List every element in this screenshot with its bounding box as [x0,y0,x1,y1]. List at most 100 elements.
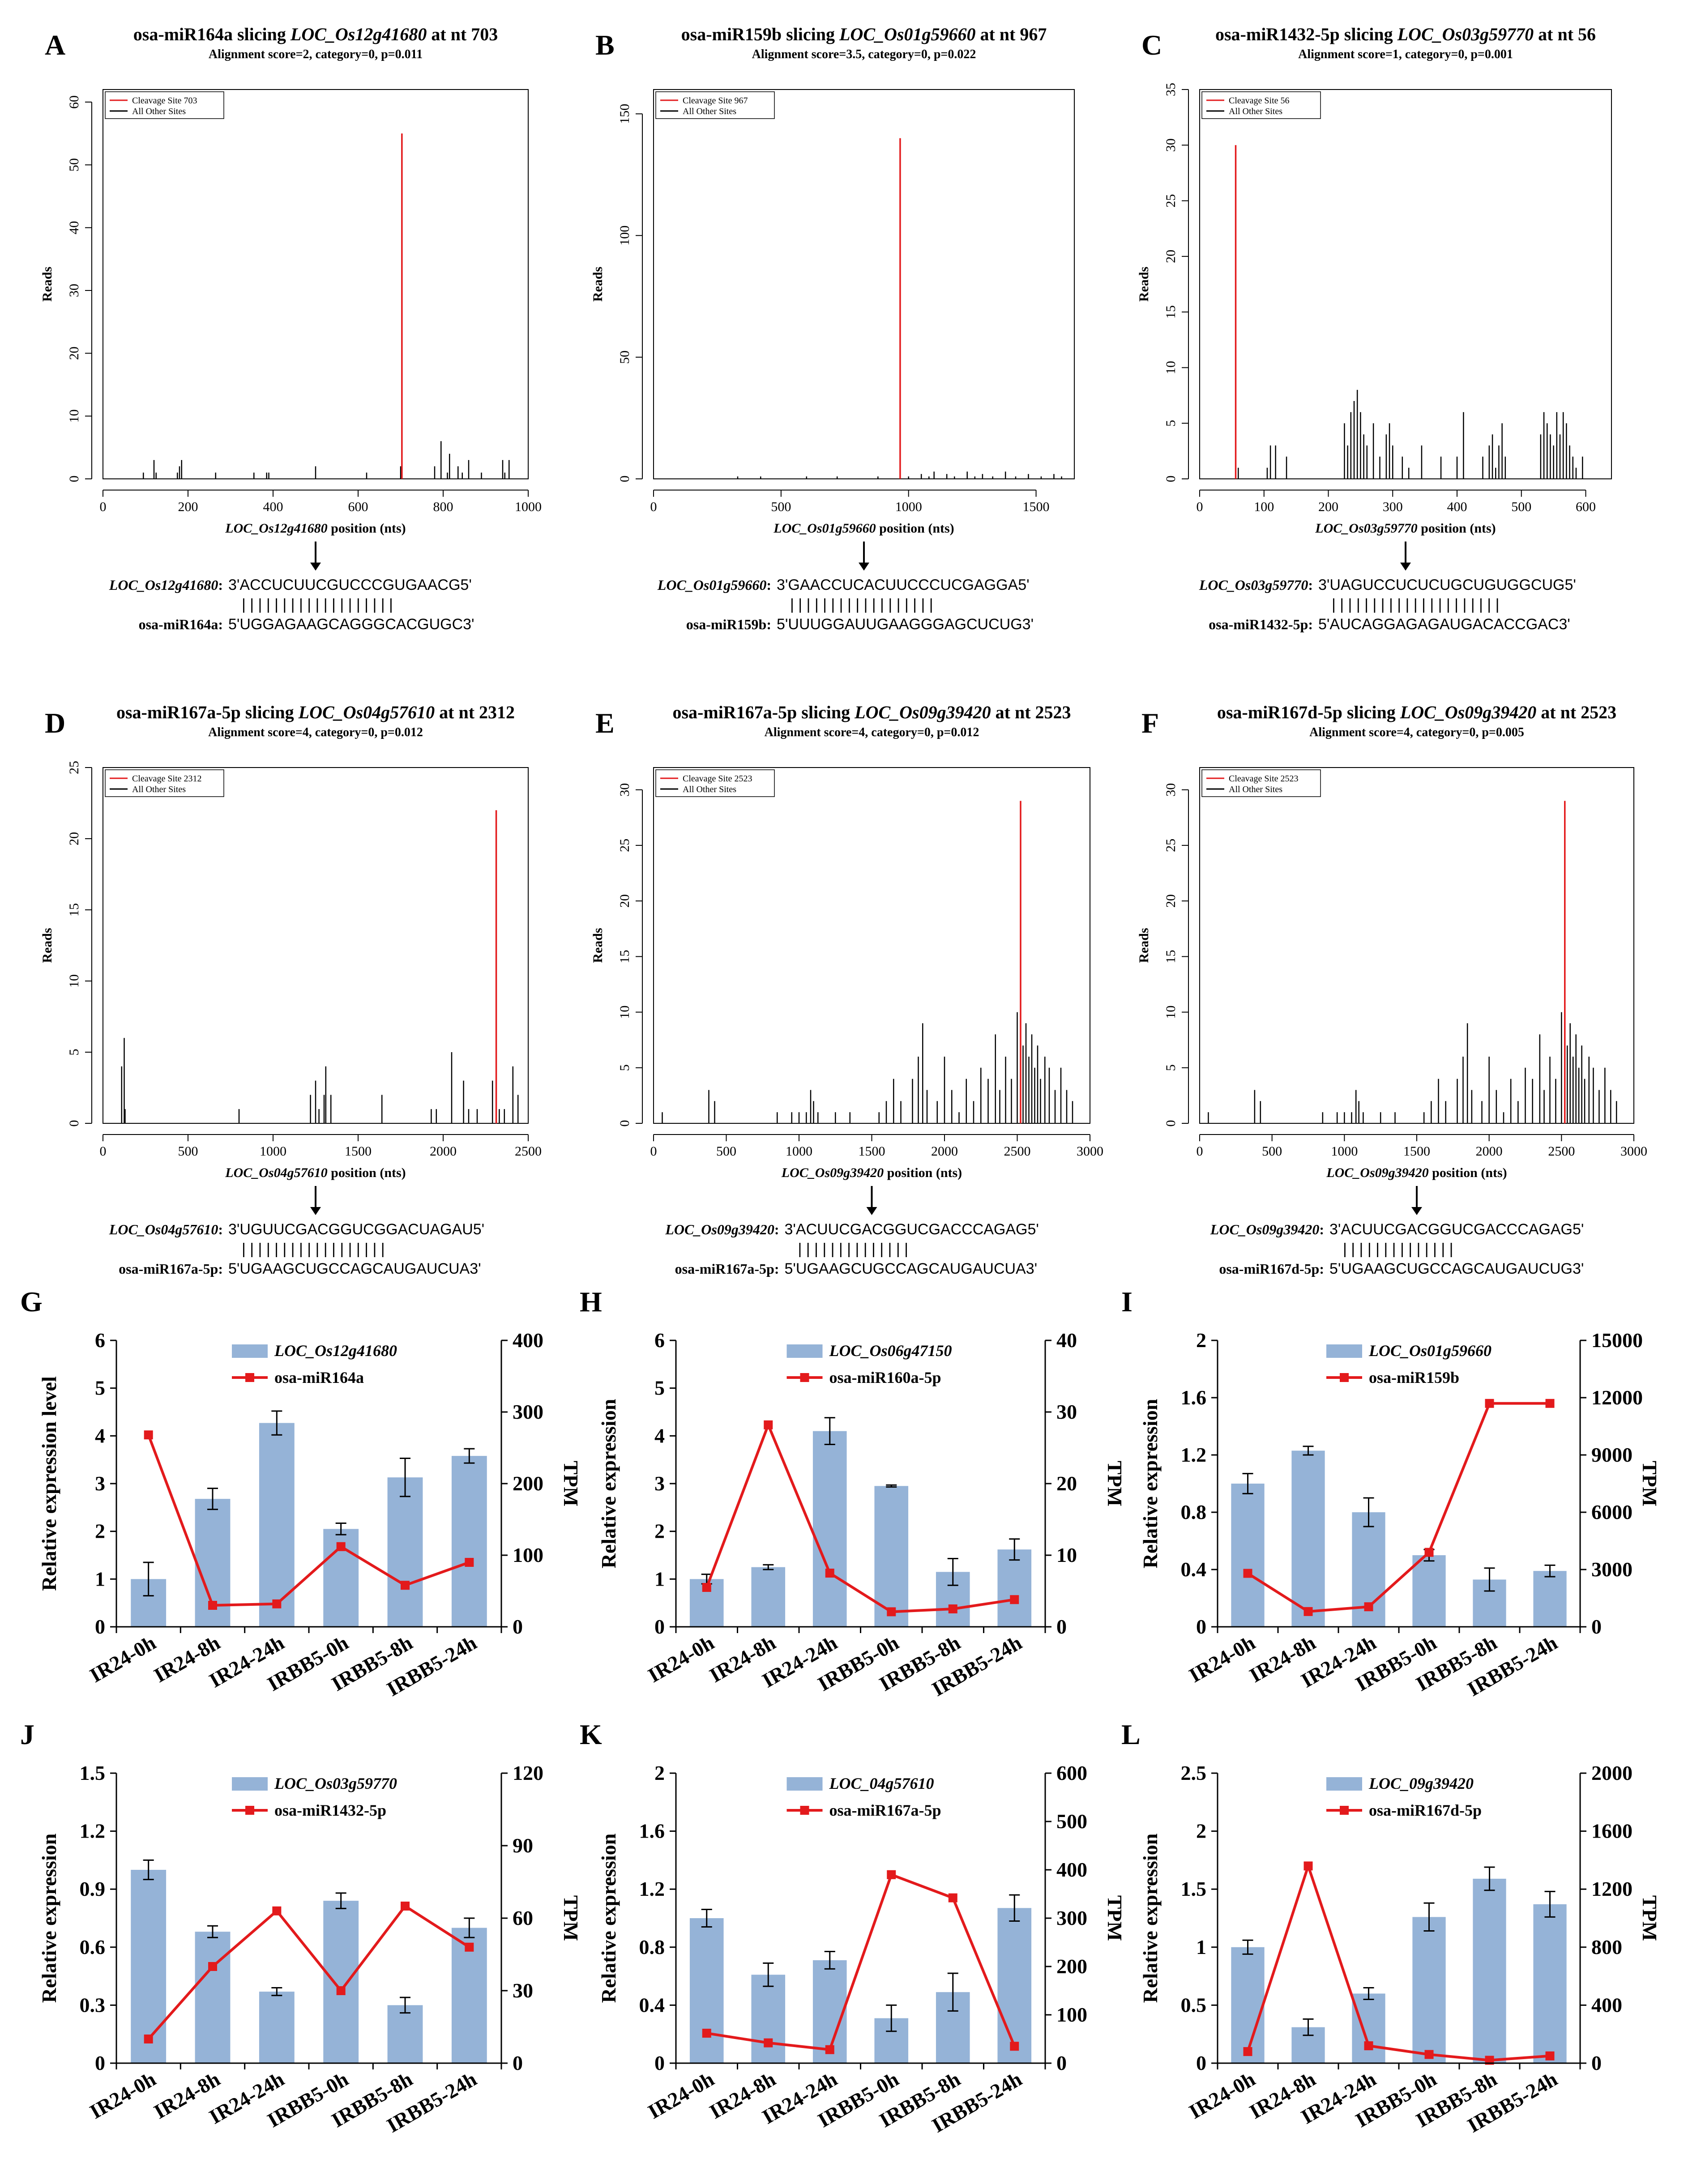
panel-k-y2-tick-label: 100 [1056,2003,1087,2026]
panel-f-align-bars: | | | | | | | | | | | | | | [1343,1241,1453,1258]
panel-l-bar [1352,1993,1385,2063]
panel-k-line-series [706,1873,1016,2052]
panel-j-line-marker [465,1942,474,1952]
panel-c-align-target-seq: 3'UAGUCCUCUCUGCUGUGGCUG5' [1318,576,1576,593]
panel-k-y2-tick-label: 300 [1056,1907,1087,1929]
panel-f-title-part: LOC_Os09g39420 [1400,702,1536,722]
panel-g-y-tick-label: 3 [95,1472,105,1495]
panel-j-y2-tick-label: 120 [513,1762,543,1784]
panel-e-y-tick-label: 25 [617,839,632,852]
panel-c-align-bars: | | | | | | | | | | | | | | | | | | | | … [1332,596,1499,613]
panel-e-title-part: LOC_Os09g39420 [854,702,991,722]
panel-c-align-mirna-seq: 5'AUCAGGAGAGAUGACACCGAC3' [1318,616,1570,633]
panel-k-bar [689,1918,724,2063]
panel-a-x-tick-label: 200 [178,499,198,514]
panel-d-y-label: Reads [40,928,55,963]
panel-f-y-label: Reads [1137,928,1151,963]
panel-f-align-target-label: LOC_Os09g39420: [1210,1221,1324,1237]
panel-g-line-marker [272,1599,282,1608]
panel-c-align-target-gene: LOC_Os03g59770 [1199,577,1308,593]
panel-g-legend-line-marker [245,1373,254,1382]
panel-l-line-marker [1424,2050,1434,2059]
panel-e-title: osa-miR167a-5p slicing LOC_Os09g39420 at… [672,702,1071,722]
panel-g-y2-tick-label: 200 [513,1472,543,1495]
panel-i-x-tick-label: IR24-0h [1185,1631,1259,1687]
panel-b-legend-cleavage-label: Cleavage Site 967 [683,96,748,106]
panel-j-y-tick-label: 1.2 [80,1820,106,1843]
panel-h-y-tick-label: 6 [654,1329,665,1352]
panel-i-y-tick-label: 0.4 [1181,1558,1207,1581]
panel-c-letter: C [1141,29,1162,61]
panel-l-y-tick-label: 2.5 [1181,1762,1207,1784]
panel-f-align-target-seq: 3'ACUUCGACGGUCGACCCAGAG5' [1329,1221,1584,1238]
panel-h-y-tick-label: 0 [654,1615,665,1638]
panel-i-letter: I [1121,1286,1133,1318]
panel-g-x-tick-label: IR24-0h [86,1631,160,1687]
panel-d-y-tick-label: 10 [67,974,81,988]
panel-i-y-tick-label: 0.8 [1181,1501,1207,1523]
panel-l-y2-tick-label: 800 [1591,1936,1622,1958]
panel-e-x-tick-label: 1000 [786,1144,812,1159]
panel-h-y-tick-label: 3 [654,1472,665,1495]
panel-h-line-marker [764,1420,773,1429]
panel-g-line-series [147,1434,470,1607]
panel-f-title-part: osa-miR167d-5p slicing [1217,702,1400,722]
panel-c-x-tick-label: 500 [1511,499,1531,514]
panel-e-x-label-part: position (nts) [884,1165,962,1180]
panel-h-y-tick-label: 2 [654,1520,665,1543]
panel-a-y-tick-label: 20 [67,346,81,360]
panel-b-plot-frame [653,89,1075,479]
panel-k-y2-label: TPM [1103,1895,1126,1941]
panel-c-y-label: Reads [1137,267,1151,302]
panel-l-legend-bar-swatch [1326,1777,1362,1791]
panel-k-legend-bar-swatch [786,1777,823,1791]
panel-j-line-marker [208,1962,217,1971]
panel-b-arrow-head [859,563,869,571]
panel-g-bar [451,1456,487,1627]
panel-e-align-target-label: LOC_Os09g39420: [665,1221,779,1237]
panel-l-bar [1533,1904,1567,2063]
panel-g-bar [259,1423,295,1627]
panel-f-y-tick-label: 30 [1163,783,1178,797]
panel-e-x-label-part: LOC_Os09g39420 [781,1165,884,1180]
panel-b-align-target-gene: LOC_Os01g59660 [657,577,767,593]
panel-c-x-tick-label: 400 [1447,499,1467,514]
panel-c-legend-other-label: All Other Sites [1229,107,1282,116]
panel-c-y-tick-label: 0 [1163,476,1178,482]
panel-b-y-tick-label: 0 [617,476,632,482]
panel-h-legend-bar-swatch [786,1344,823,1358]
panel-d-align-mirna-seq: 5'UGAAGCUGCCAGCAUGAUCUA3' [228,1260,481,1277]
panel-l-line-marker [1364,2041,1373,2051]
panel-e-arrow-head [866,1207,877,1215]
panel-j-y-tick-label: 0.3 [80,1993,106,2016]
panel-k-y-label: Relative expression [597,1834,620,2003]
panel-a-x-tick-label: 0 [100,499,107,514]
panel-h-line-marker [702,1583,711,1592]
panel-f-legend-other-label: All Other Sites [1229,785,1282,794]
panel-h-y2-tick-label: 0 [1056,1615,1067,1638]
panel-f-y-tick-label: 0 [1163,1120,1178,1127]
panel-c-x-label: LOC_Os03g59770 position (nts) [1315,521,1496,536]
panel-e-align-target-colon: : [774,1221,779,1237]
panel-h-line-marker [887,1607,896,1617]
panel-e-y-tick-label: 0 [617,1120,632,1127]
panel-l-y2-tick-label: 400 [1591,1993,1622,2016]
panel-l-y-tick-label: 0 [1196,2052,1206,2074]
panel-i-y2-tick-label: 0 [1591,1615,1602,1638]
panel-e-x-tick-label: 1500 [859,1144,885,1159]
panel-b-y-tick-label: 150 [617,104,632,124]
panel-j-y-tick-label: 0.9 [80,1877,106,1900]
panel-j-legend-line-label: osa-miR1432-5p [274,1801,386,1819]
panel-a-letter: A [45,29,65,61]
panel-j-y2-tick-label: 30 [513,1979,533,2002]
panel-i-y-label: Relative expression [1139,1399,1162,1569]
panel-g-y-tick-label: 2 [95,1520,105,1543]
panel-f-legend-cleavage-label: Cleavage Site 2523 [1229,774,1299,784]
panel-b-align-mirna-seq: 5'UUUGGAUUGAAGGGAGCUCUG3' [777,616,1034,633]
panel-j-legend-bar-swatch [232,1777,268,1791]
panel-e-align-mirna-seq: 5'UGAAGCUGCCAGCAUGAUCUA3' [785,1260,1038,1277]
panel-b-align-mirna-label: osa-miR159b: [686,616,771,632]
panel-e-subtitle: Alignment score=4, category=0, p=0.012 [765,725,979,739]
panel-e-x-tick-label: 500 [716,1144,736,1159]
panel-g-y2-tick-label: 0 [513,1615,523,1638]
